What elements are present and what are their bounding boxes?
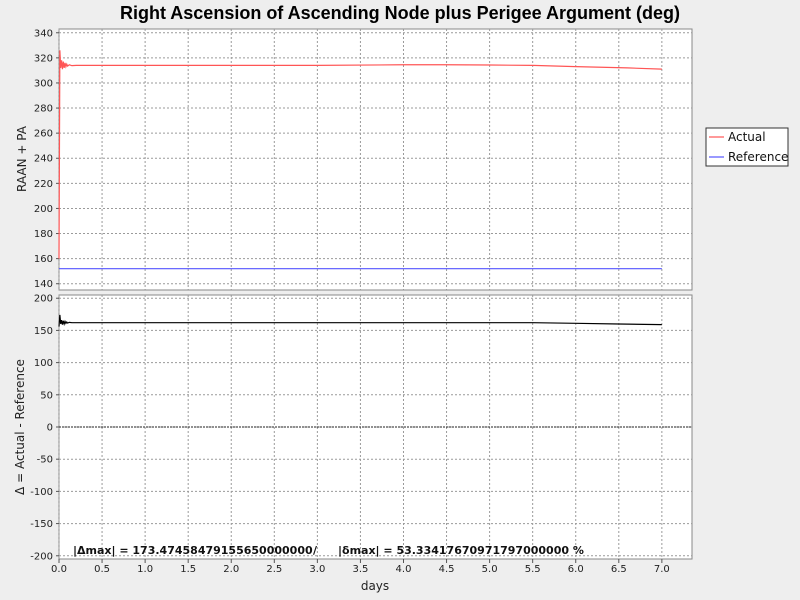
x-tick-label: 4.5: [439, 564, 455, 575]
top-y-tick-label: 140: [34, 279, 53, 290]
bottom-y-tick-label: 0: [47, 423, 53, 434]
bottom-y-axis-label: Δ = Actual - Reference: [13, 359, 27, 495]
bottom-y-tick-label: 150: [34, 326, 53, 337]
bottom-panel: -200 -150 -100 -50 0 50 100 150 200 Δ = Actual -…: [13, 294, 693, 562]
bottom-y-tick-label: -50: [37, 455, 53, 466]
x-tick-label: 5.0: [482, 564, 498, 575]
bottom-y-tick-label: -200: [30, 551, 53, 562]
x-tick-label: 6.5: [611, 564, 627, 575]
top-y-tick-label: 260: [34, 129, 53, 140]
top-y-axis-label: RAAN + PA: [15, 125, 29, 192]
bottom-y-tick-label: 200: [34, 294, 53, 305]
bottom-y-tick-label: -150: [30, 519, 53, 530]
legend-label-actual: Actual: [728, 130, 766, 144]
top-y-tick-label: 300: [34, 78, 53, 89]
bottom-series-delta: [58, 314, 662, 327]
x-tick-label: 6.0: [568, 564, 584, 575]
top-y-tick-label: 160: [34, 254, 53, 265]
bottom-y-tick-label: 50: [40, 390, 53, 401]
delta-pct-annotation: |δmax| = 53.33417670971797000000 %: [338, 544, 584, 557]
top-y-tick-label: 320: [34, 53, 53, 64]
x-tick-label: 7.0: [654, 564, 670, 575]
top-y-tick-label: 340: [34, 28, 53, 39]
top-y-tick-label: 220: [34, 179, 53, 190]
bottom-series: [58, 314, 662, 327]
top-y-tick-label: 240: [34, 154, 53, 165]
x-tick-label: 0.5: [94, 564, 110, 575]
top-y-tick-label: 280: [34, 104, 53, 115]
bottom-grid: [58, 295, 692, 559]
x-tick-label: 2.5: [266, 564, 282, 575]
delta-max-annotation: |Δmax| = 173.47458479155650000000: [73, 544, 313, 557]
x-tick-label: 1.5: [180, 564, 196, 575]
top-grid: [58, 29, 692, 290]
x-tick-label: 4.0: [396, 564, 412, 575]
x-tick-label: 2.0: [223, 564, 239, 575]
top-series-actual: [58, 50, 662, 259]
annotation-separator: /: [313, 544, 318, 557]
x-tick-label: 1.0: [137, 564, 153, 575]
bottom-y-tick-label: 100: [34, 358, 53, 369]
x-tick-label: 5.5: [525, 564, 541, 575]
x-axis-label: days: [361, 579, 389, 593]
legend: Actual Reference: [705, 127, 789, 167]
top-plot-area: [58, 28, 693, 291]
top-y-ticks: 140 160 180 200 220 240 260 280 300 320 340: [34, 28, 59, 290]
legend-label-reference: Reference: [728, 150, 788, 164]
x-tick-label: 3.5: [352, 564, 368, 575]
x-axis-ticks: 0.0 0.5 1.0 1.5 2.0 2.5 3.0 3.5 4.0 4.5 5.0 5.5 6.0 6…: [51, 559, 670, 575]
chart-title: Right Ascension of Ascending Node plus P…: [120, 3, 680, 23]
top-y-tick-label: 200: [34, 204, 53, 215]
bottom-y-ticks: -200 -150 -100 -50 0 50 100 150 200: [30, 294, 59, 562]
bottom-y-tick-label: -100: [30, 487, 53, 498]
x-tick-label: 0.0: [51, 564, 67, 575]
top-series: [58, 50, 662, 270]
top-y-tick-label: 180: [34, 229, 53, 240]
legend-box: [705, 127, 789, 167]
top-panel: 140 160 180 200 220 240 260 280 300 320 340 RAAN +…: [15, 28, 693, 291]
x-tick-label: 3.0: [309, 564, 325, 575]
